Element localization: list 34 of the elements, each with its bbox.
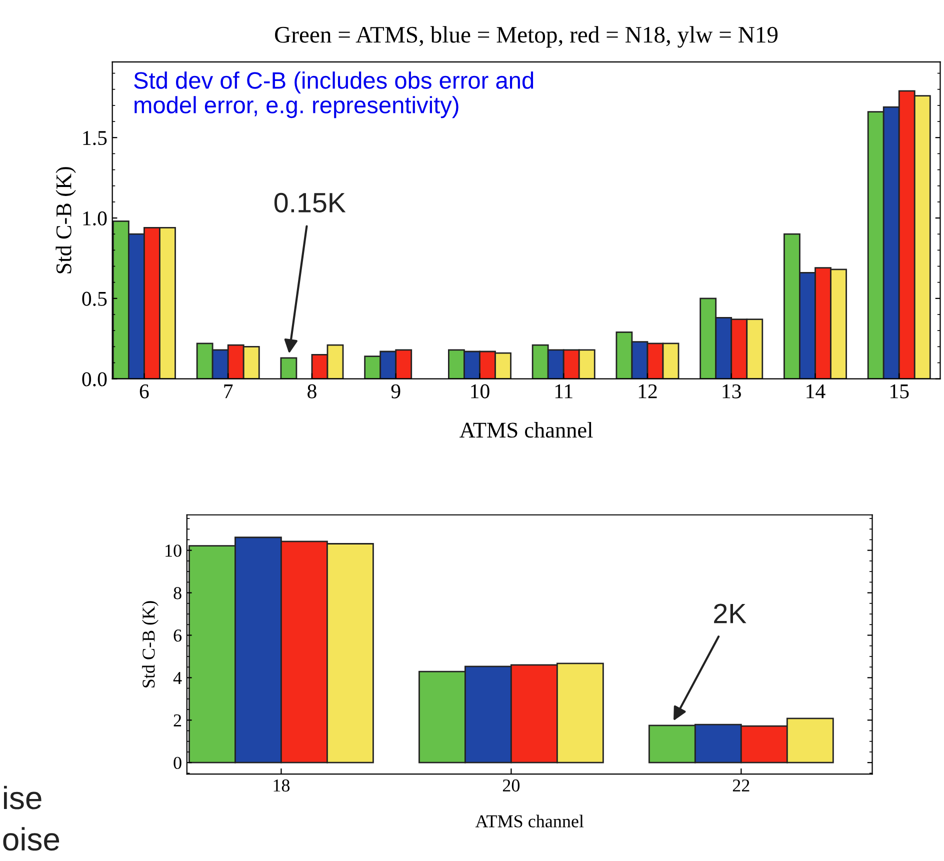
y-tick-label: 0	[174, 756, 182, 770]
y-tick-label: 4	[173, 672, 182, 684]
x-tick-label: 7	[224, 384, 233, 398]
text: oise	[3, 827, 60, 851]
y-tick-label: 2	[174, 714, 182, 726]
x-tick-label: 8	[308, 384, 316, 398]
x-tick-label: 15	[890, 384, 909, 398]
y-tick-label: 6	[174, 630, 182, 642]
chart-title: Green = ATMS, blue = Metop, red = N18, ylw = N19	[275, 26, 778, 48]
bar	[280, 357, 298, 379]
x-axis-title: ATMS channel	[460, 422, 593, 438]
y-tick-label: 10	[166, 544, 182, 557]
text: ise	[4, 786, 42, 810]
x-tick-label: 9	[391, 384, 400, 398]
y-tick-label: 0.5	[82, 292, 107, 306]
annotation: 0.15K	[274, 192, 346, 213]
x-tick-label: 22	[732, 779, 750, 792]
y-axis-title: Std C-B (K)	[56, 167, 76, 274]
y-tick-label: 0.0	[82, 372, 107, 386]
x-tick-label: 14	[806, 384, 826, 398]
annotation: Std dev of C-B (includes obs error and model error, e.g. representivity)	[134, 71, 534, 118]
x-tick-label: 6	[140, 384, 149, 398]
x-tick-label: 13	[722, 384, 741, 398]
x-tick-label: 10	[471, 384, 490, 398]
x-tick-label: 12	[638, 384, 657, 398]
x-tick-label: 11	[555, 384, 572, 398]
y-tick-label: 8	[174, 587, 182, 600]
y-tick-label: 1.0	[83, 211, 107, 226]
x-axis-title: ATMS channel	[475, 814, 584, 828]
x-tick-label: 20	[502, 779, 520, 792]
annotation: 2K	[714, 604, 746, 624]
x-tick-label: 18	[274, 779, 290, 792]
y-axis-title: Std C-B (K)	[142, 601, 158, 688]
y-tick-label: 1.5	[83, 131, 107, 146]
